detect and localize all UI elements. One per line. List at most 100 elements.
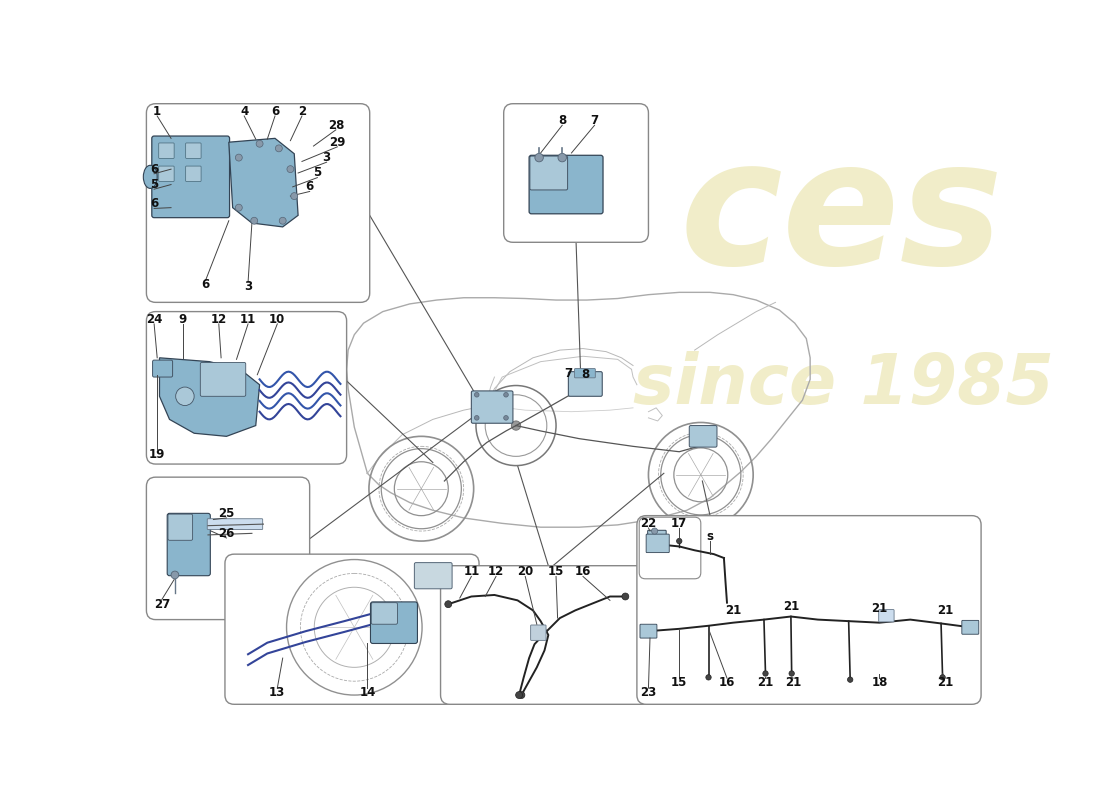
Text: 4: 4 bbox=[240, 105, 249, 118]
FancyBboxPatch shape bbox=[637, 516, 981, 704]
Circle shape bbox=[621, 593, 629, 600]
Circle shape bbox=[504, 415, 508, 420]
FancyBboxPatch shape bbox=[371, 602, 418, 643]
FancyBboxPatch shape bbox=[168, 514, 192, 540]
FancyBboxPatch shape bbox=[207, 518, 263, 530]
Polygon shape bbox=[229, 138, 298, 227]
FancyBboxPatch shape bbox=[879, 610, 894, 622]
Text: 9: 9 bbox=[178, 313, 187, 326]
FancyBboxPatch shape bbox=[640, 624, 657, 638]
Text: since 1985: since 1985 bbox=[634, 351, 1054, 418]
FancyBboxPatch shape bbox=[569, 372, 603, 396]
Circle shape bbox=[789, 671, 794, 676]
FancyBboxPatch shape bbox=[415, 562, 452, 589]
FancyBboxPatch shape bbox=[158, 166, 174, 182]
Text: 1: 1 bbox=[153, 105, 162, 118]
FancyBboxPatch shape bbox=[646, 534, 669, 553]
Text: 2: 2 bbox=[298, 105, 306, 118]
Circle shape bbox=[256, 140, 263, 147]
Text: 16: 16 bbox=[718, 676, 735, 690]
FancyBboxPatch shape bbox=[167, 514, 210, 576]
Text: 7: 7 bbox=[591, 114, 598, 127]
Text: 14: 14 bbox=[360, 686, 375, 699]
FancyBboxPatch shape bbox=[530, 625, 546, 640]
Circle shape bbox=[516, 691, 522, 698]
Text: 6: 6 bbox=[201, 278, 210, 291]
Text: 20: 20 bbox=[517, 566, 534, 578]
Text: 11: 11 bbox=[463, 566, 480, 578]
Text: 8: 8 bbox=[558, 114, 566, 127]
Text: 12: 12 bbox=[488, 566, 504, 578]
Circle shape bbox=[939, 674, 945, 680]
FancyBboxPatch shape bbox=[158, 143, 174, 158]
Text: 7: 7 bbox=[564, 366, 572, 380]
Text: 6: 6 bbox=[150, 162, 158, 176]
FancyBboxPatch shape bbox=[146, 477, 310, 619]
FancyBboxPatch shape bbox=[186, 143, 201, 158]
Text: 21: 21 bbox=[783, 600, 799, 613]
FancyBboxPatch shape bbox=[186, 166, 201, 182]
Text: 22: 22 bbox=[640, 517, 657, 530]
Text: 21: 21 bbox=[937, 676, 953, 690]
Circle shape bbox=[474, 415, 480, 420]
Text: s: s bbox=[706, 530, 714, 543]
Circle shape bbox=[518, 691, 525, 698]
FancyBboxPatch shape bbox=[146, 104, 370, 302]
Ellipse shape bbox=[143, 166, 157, 188]
Circle shape bbox=[762, 671, 768, 676]
Text: 12: 12 bbox=[211, 313, 227, 326]
Text: 5: 5 bbox=[314, 166, 321, 179]
Polygon shape bbox=[160, 358, 260, 436]
Text: 10: 10 bbox=[270, 313, 285, 326]
FancyBboxPatch shape bbox=[529, 155, 603, 214]
Text: 21: 21 bbox=[758, 676, 773, 690]
Circle shape bbox=[706, 674, 712, 680]
FancyBboxPatch shape bbox=[530, 156, 568, 190]
Circle shape bbox=[676, 538, 682, 544]
FancyBboxPatch shape bbox=[961, 620, 979, 634]
FancyBboxPatch shape bbox=[200, 362, 245, 396]
Circle shape bbox=[251, 218, 257, 224]
FancyBboxPatch shape bbox=[574, 369, 595, 378]
Text: 11: 11 bbox=[240, 313, 256, 326]
Text: 24: 24 bbox=[146, 313, 163, 326]
Text: 6: 6 bbox=[150, 198, 158, 210]
Text: 17: 17 bbox=[671, 517, 688, 530]
Text: 13: 13 bbox=[270, 686, 285, 699]
Circle shape bbox=[558, 154, 566, 162]
FancyBboxPatch shape bbox=[648, 530, 667, 546]
Circle shape bbox=[512, 421, 520, 430]
Circle shape bbox=[474, 393, 480, 397]
FancyBboxPatch shape bbox=[440, 566, 656, 704]
FancyBboxPatch shape bbox=[146, 312, 346, 464]
Text: 5: 5 bbox=[150, 178, 158, 191]
Circle shape bbox=[235, 154, 242, 161]
Text: ces: ces bbox=[680, 132, 1003, 302]
FancyBboxPatch shape bbox=[151, 166, 166, 188]
Circle shape bbox=[651, 528, 658, 534]
Circle shape bbox=[172, 571, 178, 578]
Text: 18: 18 bbox=[871, 676, 888, 690]
Circle shape bbox=[504, 393, 508, 397]
Circle shape bbox=[287, 166, 294, 173]
Circle shape bbox=[279, 218, 286, 224]
Text: 23: 23 bbox=[640, 686, 657, 699]
FancyBboxPatch shape bbox=[152, 136, 230, 218]
Text: 15: 15 bbox=[548, 566, 564, 578]
Text: 28: 28 bbox=[328, 118, 344, 132]
Text: 29: 29 bbox=[329, 136, 345, 149]
Circle shape bbox=[275, 145, 283, 152]
Circle shape bbox=[235, 204, 242, 211]
FancyBboxPatch shape bbox=[690, 426, 717, 447]
FancyBboxPatch shape bbox=[504, 104, 649, 242]
FancyBboxPatch shape bbox=[153, 360, 173, 377]
Text: 16: 16 bbox=[575, 566, 591, 578]
Circle shape bbox=[176, 387, 195, 406]
Text: 6: 6 bbox=[271, 105, 279, 118]
Text: 27: 27 bbox=[154, 598, 169, 610]
Text: 19: 19 bbox=[148, 447, 165, 461]
Text: 3: 3 bbox=[244, 281, 252, 294]
FancyBboxPatch shape bbox=[639, 517, 701, 578]
Text: 21: 21 bbox=[725, 604, 741, 617]
Text: 3: 3 bbox=[322, 151, 331, 164]
